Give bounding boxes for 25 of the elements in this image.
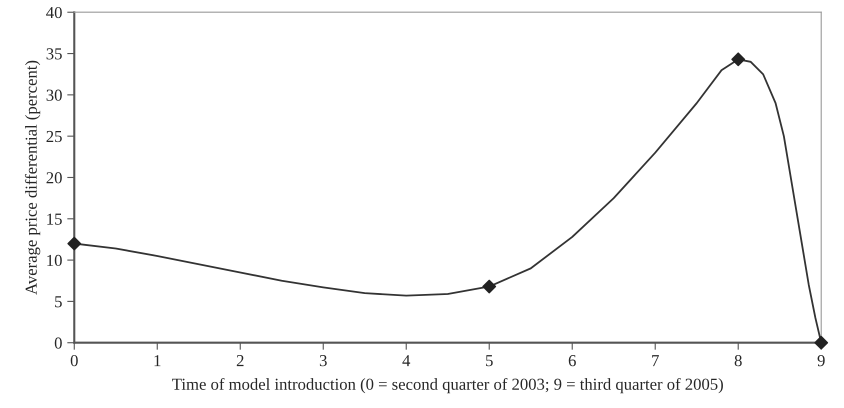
x-tick-label: 1 bbox=[154, 355, 160, 366]
y-tick-label: 40 bbox=[46, 6, 62, 18]
y-tick-label: 15 bbox=[47, 214, 62, 225]
y-axis-title: Average price differential (percent) bbox=[24, 60, 40, 295]
x-tick-label: 4 bbox=[402, 355, 410, 366]
point bbox=[731, 52, 746, 66]
x-tick-label: 9 bbox=[818, 355, 825, 366]
x-tick-label: 3 bbox=[320, 355, 327, 366]
x-tick-label: 8 bbox=[734, 355, 742, 366]
y-tick-label: 0 bbox=[54, 337, 62, 349]
point bbox=[482, 280, 496, 294]
x-tick-label: 0 bbox=[70, 355, 78, 366]
x-tick-label: 6 bbox=[568, 355, 576, 366]
x-tick-label: 2 bbox=[236, 355, 244, 366]
point bbox=[67, 236, 82, 250]
x-axis-title: Time of model introduction (0 = second quarter of 2003; 9 = third quarter of 2005) bbox=[172, 378, 723, 394]
y-tick-label: 35 bbox=[46, 48, 62, 60]
x-tick-label: 7 bbox=[652, 355, 659, 366]
y-tick-label: 10 bbox=[47, 254, 62, 266]
point bbox=[814, 336, 828, 350]
y-tick-label: 25 bbox=[46, 130, 62, 142]
y-tick-label: 30 bbox=[46, 90, 62, 101]
y-tick-label: 5 bbox=[55, 296, 62, 308]
x-tick-label: 5 bbox=[486, 355, 493, 366]
y-tick-label: 20 bbox=[46, 172, 62, 184]
